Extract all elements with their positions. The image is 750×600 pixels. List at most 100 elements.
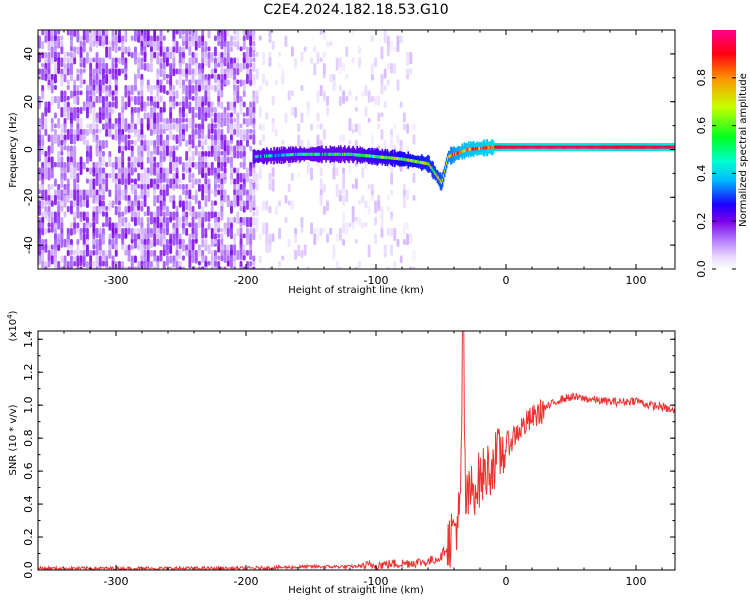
signal-cell <box>491 145 494 149</box>
noise-cell <box>233 266 237 269</box>
noise-cell <box>38 206 41 216</box>
noise-cell <box>194 129 198 136</box>
noise-cell <box>188 173 192 183</box>
noise-cell <box>54 123 57 129</box>
noise-cell <box>178 30 182 39</box>
noise-cell <box>223 173 227 179</box>
noise-cell <box>345 189 349 203</box>
noise-cell <box>127 140 131 151</box>
noise-cell <box>194 145 198 156</box>
noise-cell <box>92 68 96 82</box>
noise-cell <box>255 178 259 186</box>
x-tick-label: 0 <box>503 575 510 588</box>
noise-cell <box>185 96 189 109</box>
signal-cell <box>503 145 505 149</box>
noise-cell <box>66 244 70 250</box>
signal-cell <box>292 153 294 157</box>
noise-cell <box>105 74 109 84</box>
noise-cell <box>95 244 99 256</box>
noise-cell <box>92 178 96 191</box>
noise-cell <box>79 233 83 241</box>
noise-cell <box>214 222 217 236</box>
noise-cell <box>210 107 214 113</box>
noise-cell <box>322 74 326 79</box>
signal-cell <box>450 154 452 158</box>
noise-cell <box>326 233 329 243</box>
noise-cell <box>66 162 70 173</box>
noise-cell <box>73 46 77 53</box>
noise-cell <box>338 266 342 269</box>
noise-cell <box>41 85 45 93</box>
noise-cell <box>210 211 214 219</box>
noise-cell <box>201 156 205 163</box>
noise-cell <box>146 206 150 216</box>
noise-cell <box>54 96 57 104</box>
noise-cell <box>207 85 211 96</box>
noise-cell <box>217 178 221 184</box>
noise-cell <box>47 134 51 142</box>
noise-cell <box>239 46 243 52</box>
signal-cell <box>482 146 484 150</box>
noise-cell <box>338 68 342 75</box>
noise-cell <box>233 107 237 114</box>
noise-cell <box>63 145 67 151</box>
noise-cell <box>63 239 67 248</box>
signal-cell <box>633 145 635 149</box>
noise-cell <box>252 74 256 87</box>
noise-cell <box>393 261 397 269</box>
noise-cell <box>185 41 189 50</box>
noise-cell <box>316 90 320 103</box>
noise-cell <box>182 167 185 173</box>
noise-cell <box>98 63 102 76</box>
noise-cell <box>57 30 61 35</box>
noise-cell <box>322 228 326 233</box>
snr-series-line <box>38 331 675 570</box>
noise-cell <box>377 123 381 130</box>
noise-cell <box>121 217 125 227</box>
signal-cell <box>639 145 641 149</box>
noise-cell <box>60 178 64 189</box>
noise-cell <box>111 162 115 168</box>
signal-cell <box>300 152 302 156</box>
noise-cell <box>217 239 221 246</box>
signal-cell <box>435 173 438 177</box>
noise-cell <box>188 167 192 173</box>
noise-cell <box>108 250 112 259</box>
noise-cell <box>313 63 317 76</box>
noise-cell <box>230 35 233 47</box>
noise-cell <box>214 107 217 113</box>
noise-cell <box>127 266 131 269</box>
signal-cell <box>501 145 503 149</box>
noise-cell <box>54 211 57 225</box>
noise-cell <box>393 46 397 52</box>
noise-cell <box>278 63 281 69</box>
noise-cell <box>217 129 221 141</box>
noise-cell <box>175 79 179 86</box>
noise-cell <box>239 162 243 168</box>
noise-cell <box>399 101 403 108</box>
noise-cell <box>54 74 57 84</box>
noise-cell <box>38 134 41 141</box>
signal-cell <box>317 152 319 156</box>
noise-cell <box>89 79 93 87</box>
noise-cell <box>146 217 150 223</box>
noise-cell <box>124 178 128 185</box>
noise-cell <box>322 184 326 193</box>
noise-cell <box>175 233 179 246</box>
signal-cell <box>445 161 448 165</box>
noise-cell <box>175 244 179 251</box>
noise-cell <box>102 206 105 213</box>
noise-cell <box>252 195 256 208</box>
noise-cell <box>76 244 80 256</box>
noise-cell <box>220 79 224 91</box>
noise-cell <box>383 68 387 79</box>
noise-cell <box>188 222 192 228</box>
noise-cell <box>92 101 96 109</box>
signal-cell <box>666 145 668 149</box>
colorbar-gradient <box>712 30 736 269</box>
signal-cell <box>483 146 485 150</box>
noise-cell <box>146 101 150 107</box>
noise-cell <box>60 74 64 87</box>
signal-cell <box>431 167 433 171</box>
y-tick-label: 0.6 <box>22 462 35 480</box>
